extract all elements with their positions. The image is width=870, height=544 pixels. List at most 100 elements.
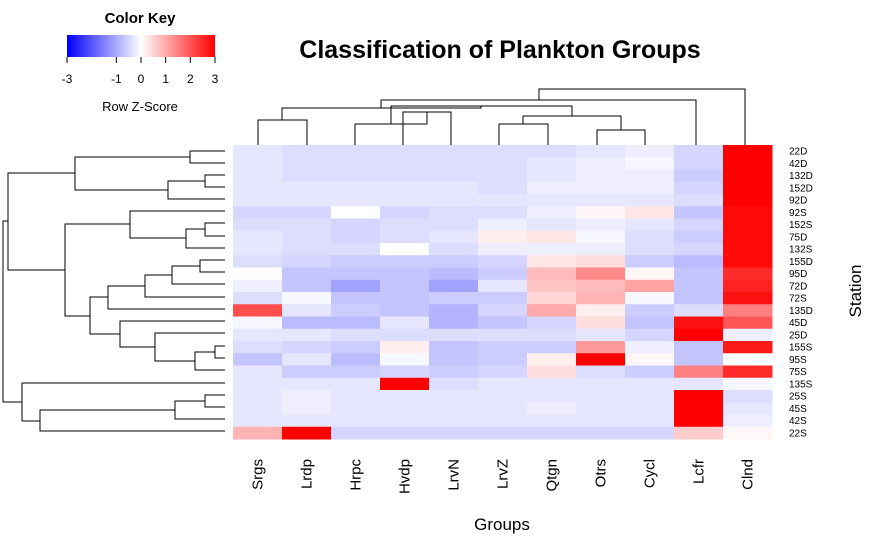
heatmap-cell [527, 206, 577, 219]
heatmap-cell [625, 292, 675, 305]
heatmap-cell [282, 390, 332, 403]
heatmap-cell [576, 181, 626, 195]
row-label: 135S [789, 379, 813, 390]
column-label: Qtgn [544, 459, 561, 492]
heatmap-cell [233, 341, 283, 354]
heatmap-cell [331, 267, 381, 281]
heatmap-cell [625, 279, 675, 293]
heatmap-cell [331, 255, 381, 268]
heatmap-cell [576, 390, 626, 403]
heatmap-cell [380, 341, 430, 354]
heatmap-cell [331, 292, 381, 305]
heatmap-cell [478, 377, 528, 391]
heatmap-cell [478, 230, 528, 244]
heatmap-cell [674, 328, 724, 342]
heatmap-cell [478, 316, 528, 330]
heatmap-cell [527, 194, 577, 207]
heatmap-cell [380, 169, 430, 183]
heatmap-cell [527, 341, 577, 354]
heatmap-cell [576, 243, 626, 256]
column-label: Hvdp [397, 459, 414, 494]
heatmap-cell [331, 353, 381, 366]
heatmap-cell [527, 169, 577, 183]
heatmap-cell [380, 292, 430, 305]
heatmap-cell [674, 304, 724, 317]
heatmap-cell [625, 328, 675, 342]
heatmap-cell [478, 328, 528, 342]
heatmap-cell [674, 316, 724, 330]
heatmap-cell [429, 279, 479, 293]
color-key-tick-label: -3 [62, 72, 73, 86]
heatmap-cell [282, 169, 332, 183]
heatmap-cell [625, 255, 675, 268]
heatmap-cell [576, 328, 626, 342]
heatmap-cell [429, 316, 479, 330]
heatmap-cell [527, 255, 577, 268]
heatmap-cell [380, 304, 430, 317]
heatmap-cell [429, 230, 479, 244]
heatmap-cell [478, 255, 528, 268]
heatmap-cell [282, 145, 332, 158]
heatmap-cell [723, 414, 773, 428]
heatmap-cell [674, 292, 724, 305]
heatmap-cell [331, 230, 381, 244]
row-label: 42S [789, 416, 807, 427]
row-label: 132D [789, 171, 813, 182]
heatmap-cell [331, 365, 381, 379]
heatmap-cell [674, 169, 724, 183]
heatmap-cell [233, 206, 283, 219]
row-label: 22D [789, 147, 807, 158]
heatmap-cell [380, 230, 430, 244]
heatmap-cell [723, 267, 773, 281]
heatmap-cell [380, 194, 430, 207]
color-key-title: Color Key [105, 10, 177, 27]
heatmap-cell [331, 206, 381, 219]
heatmap-cell [674, 402, 724, 415]
heatmap-cell [429, 206, 479, 219]
heatmap-cell [233, 169, 283, 183]
heatmap-cell [478, 426, 528, 440]
heatmap-cell [576, 304, 626, 317]
heatmap-cell [282, 194, 332, 207]
heatmap-cell [282, 218, 332, 232]
heatmap-cell [576, 377, 626, 391]
heatmap-cell [380, 365, 430, 379]
heatmap-cell [331, 169, 381, 183]
heatmap-cell [723, 243, 773, 256]
heatmap-cell [674, 341, 724, 354]
heatmap-cell [478, 157, 528, 170]
heatmap-cell [674, 218, 724, 232]
y-axis-label: Station [846, 265, 865, 318]
heatmap-cell [429, 194, 479, 207]
heatmap-cell [478, 304, 528, 317]
heatmap-cell [429, 353, 479, 366]
heatmap-cell [380, 414, 430, 428]
heatmap-cell [674, 230, 724, 244]
heatmap-cell [576, 353, 626, 366]
heatmap-cell [723, 328, 773, 342]
heatmap-cell [233, 426, 283, 440]
heatmap-cell [625, 145, 675, 158]
heatmap-cell [478, 194, 528, 207]
color-key-tick-label: 0 [138, 72, 145, 86]
heatmap-cell [674, 206, 724, 219]
heatmap-cell [233, 304, 283, 317]
heatmap-cell [625, 181, 675, 195]
heatmap-cell [380, 206, 430, 219]
row-label: 95S [789, 355, 807, 366]
heatmap-cell [380, 402, 430, 415]
heatmap-cell [576, 145, 626, 158]
heatmap-cell [478, 206, 528, 219]
heatmap-cell [233, 194, 283, 207]
row-label: 92S [789, 208, 807, 219]
heatmap-cell [282, 414, 332, 428]
color-key-label: Row Z-Score [102, 99, 178, 114]
heatmap-cell [576, 194, 626, 207]
heatmap-cell [625, 194, 675, 207]
heatmap-cell [282, 230, 332, 244]
heatmap-cell [380, 353, 430, 366]
heatmap-cell [527, 390, 577, 403]
heatmap-cell [478, 267, 528, 281]
heatmap-cell [478, 279, 528, 293]
heatmap-cell [478, 402, 528, 415]
